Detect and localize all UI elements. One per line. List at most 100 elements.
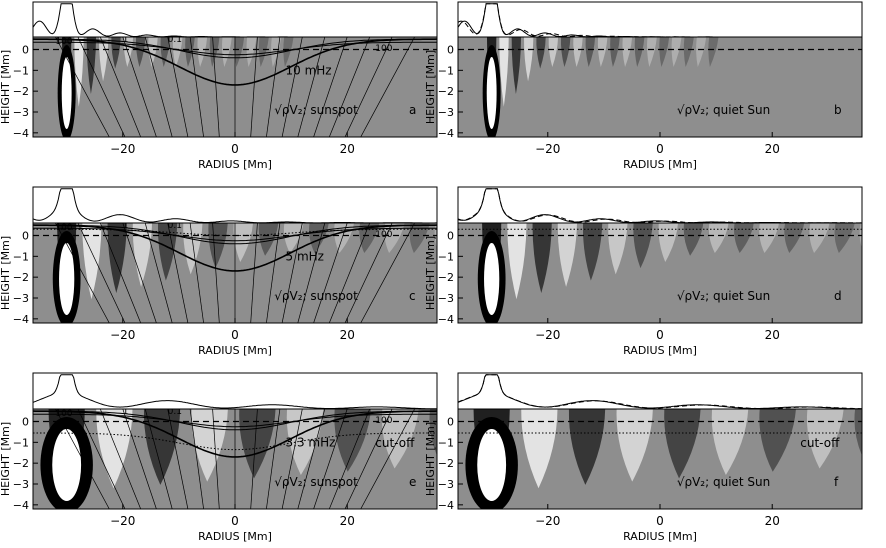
- wavefront-band: [734, 223, 754, 253]
- field-line: [55, 37, 110, 137]
- wavefront-band: [172, 37, 183, 67]
- y-axis-label: HEIGHT [Mm]: [0, 422, 12, 496]
- wavefront-band: [548, 37, 559, 67]
- x-tick-label: 0: [656, 142, 664, 156]
- y-tick-label: 0: [447, 416, 454, 429]
- axis-ticks: [458, 421, 773, 509]
- y-axis-label: HEIGHT [Mm]: [0, 50, 12, 124]
- wavefront-band: [499, 37, 509, 107]
- y-tick-label: −2: [438, 85, 454, 98]
- wavefront-band: [696, 37, 707, 67]
- wavefront-band: [859, 223, 862, 249]
- field-line: [189, 37, 204, 137]
- variable-label: √ρV₂; sunspot: [274, 103, 358, 117]
- amplitude-curve: [32, 188, 437, 224]
- contour-label: 1: [123, 35, 129, 45]
- x-tick-label: 20: [340, 328, 355, 342]
- contour-0p1: [33, 227, 437, 242]
- y-tick-label: 0: [22, 416, 29, 429]
- source-core: [486, 57, 497, 129]
- wavefront-band: [74, 37, 84, 107]
- y-tick-label: −4: [13, 313, 29, 326]
- field-line: [77, 223, 126, 323]
- y-tick-label: 0: [22, 230, 29, 243]
- x-tick-label: 20: [340, 142, 355, 156]
- y-tick-label: −1: [438, 250, 454, 263]
- y-tick-label: −4: [438, 127, 454, 140]
- field-line: [344, 37, 393, 137]
- wavefront-band: [708, 37, 719, 67]
- y-tick-label: −2: [13, 85, 29, 98]
- panel-letter: e: [409, 475, 416, 489]
- variable-label: √ρV₂; quiet Sun: [677, 475, 770, 489]
- x-axis-label: RADIUS [Mm]: [198, 158, 272, 171]
- x-tick-label: 0: [656, 328, 664, 342]
- y-tick-label: −1: [438, 436, 454, 449]
- frequency-label: 10 mHz: [286, 64, 332, 78]
- field-line: [189, 223, 204, 323]
- contour-1: [33, 224, 437, 245]
- amplitude-curve-reference: [457, 3, 862, 38]
- wavefront-band: [234, 37, 245, 67]
- x-tick-label: 0: [656, 514, 664, 528]
- wavefront-band: [246, 37, 257, 67]
- cutoff-label: cut-off: [375, 436, 415, 450]
- contour-label: 0.1: [168, 35, 182, 45]
- x-tick-label: 20: [765, 514, 780, 528]
- y-tick-label: −4: [438, 499, 454, 512]
- x-axis-label: RADIUS [Mm]: [198, 530, 272, 543]
- y-tick-label: −2: [13, 457, 29, 470]
- wavefront-band: [409, 223, 430, 253]
- axis-ticks: [33, 421, 348, 509]
- amplitude-frame: [32, 186, 438, 224]
- field-line: [77, 37, 126, 137]
- field-line: [77, 409, 126, 509]
- contour-label: 1: [123, 221, 129, 231]
- source-core: [59, 243, 75, 315]
- field-line: [344, 409, 393, 509]
- field-line: [122, 37, 157, 137]
- x-tick-label: −20: [110, 514, 135, 528]
- wavefront-band: [191, 409, 228, 482]
- wavefront-band: [806, 409, 844, 469]
- wavefront-band: [157, 223, 178, 281]
- panel-letter: c: [409, 289, 416, 303]
- y-tick-label: −3: [13, 478, 29, 491]
- x-tick-label: −20: [535, 142, 560, 156]
- y-tick-label: −2: [13, 271, 29, 284]
- wavefront-band: [511, 37, 522, 95]
- wavefront-band: [683, 223, 704, 256]
- x-tick-label: −20: [110, 328, 135, 342]
- field-line: [360, 223, 415, 323]
- y-tick-label: 0: [447, 44, 454, 57]
- y-tick-label: −1: [13, 436, 29, 449]
- y-tick-label: −3: [13, 292, 29, 305]
- field-line: [313, 223, 348, 323]
- wavefront-band: [233, 223, 254, 262]
- panel-d: √ρV₂; quiet Sun d −20 0 20 0 −1 −2 −3 −4 RADIUS [M…: [424, 186, 863, 357]
- wavefront-band: [634, 37, 645, 67]
- contour-0p1: [33, 413, 437, 428]
- panel-letter: b: [834, 103, 842, 117]
- wavefield: [458, 37, 862, 137]
- amplitude-frame: [457, 372, 863, 410]
- x-tick-label: 20: [765, 142, 780, 156]
- wavefront-band: [523, 37, 534, 82]
- wavefront-band: [521, 409, 558, 489]
- wavefront-band: [532, 223, 552, 294]
- wavefront-band: [384, 223, 405, 253]
- wavefront-band: [711, 409, 749, 476]
- wavefront-band: [185, 37, 195, 67]
- wavefront-band: [622, 37, 633, 67]
- variable-label: √ρV₂; quiet Sun: [677, 289, 770, 303]
- wavefront-band: [143, 409, 181, 485]
- y-tick-label: −2: [438, 457, 454, 470]
- amplitude-curve: [32, 3, 437, 38]
- field-line: [360, 37, 415, 137]
- wavefront-band: [536, 37, 546, 69]
- contour-100: [33, 410, 437, 458]
- field-line: [55, 223, 110, 323]
